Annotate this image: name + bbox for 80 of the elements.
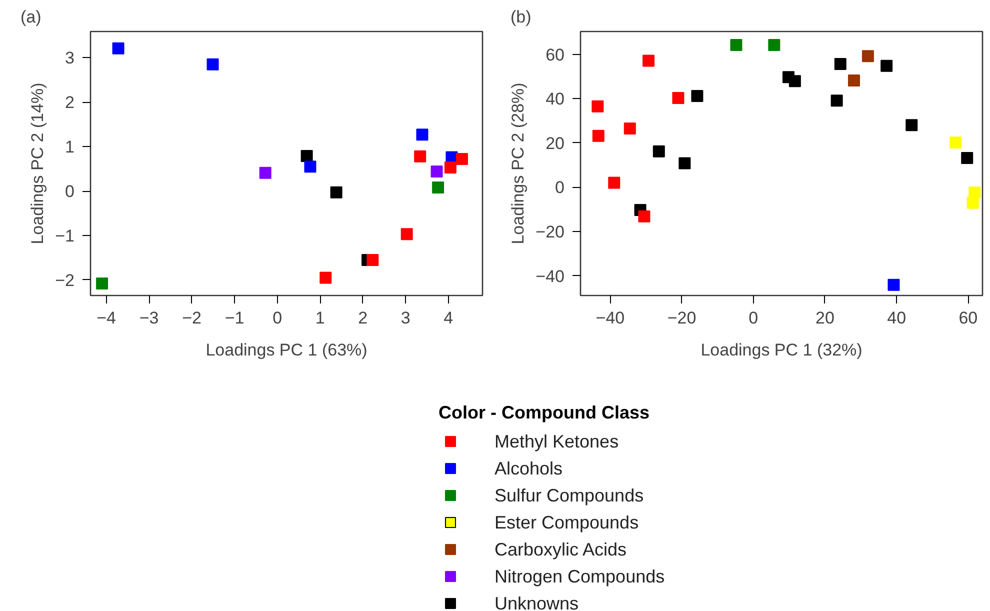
point: [848, 74, 860, 86]
point: [788, 75, 801, 88]
legend-label: Sulfur Compounds: [494, 486, 644, 506]
x-tick-label: −2: [182, 308, 202, 328]
point: [608, 176, 620, 189]
legend-title: Color - Compound Class: [438, 402, 650, 422]
x-tick-label: 3: [400, 308, 410, 328]
point: [834, 58, 846, 70]
y-tick-label: −1: [55, 226, 75, 246]
y-tick-label: 20: [546, 134, 565, 153]
x-tick-label: 0: [272, 308, 282, 328]
point: [320, 272, 332, 284]
point: [730, 39, 742, 52]
legend-label: Nitrogen Compounds: [494, 566, 665, 586]
point: [950, 136, 962, 148]
y-tick-label: 1: [65, 138, 75, 157]
legend-label: Unknowns: [494, 594, 579, 611]
point: [456, 153, 468, 166]
point: [96, 278, 108, 290]
x-tick-label: 1: [315, 308, 325, 328]
x-tick-label: 60: [958, 308, 978, 328]
point: [862, 50, 874, 62]
y-tick-label: 60: [546, 45, 565, 64]
x-tick-label: 40: [887, 308, 906, 328]
point: [652, 145, 665, 158]
point: [206, 58, 219, 70]
y-tick-label: 2: [65, 93, 75, 112]
point: [112, 42, 124, 54]
y-tick-label: 0: [555, 178, 565, 198]
point: [592, 130, 604, 142]
point: [414, 150, 426, 162]
point: [691, 90, 704, 102]
y-tick-label: −20: [536, 222, 565, 242]
point: [330, 186, 342, 198]
point: [444, 162, 456, 174]
point: [430, 166, 443, 178]
point: [300, 150, 313, 162]
point: [642, 54, 655, 67]
y-axis-title: Loadings PC 2 (28%): [508, 82, 528, 244]
x-tick-label: −1: [224, 308, 244, 328]
point: [961, 152, 974, 164]
legend-label: Methyl Ketones: [494, 432, 619, 452]
point: [906, 119, 918, 132]
y-tick-label: 0: [65, 182, 75, 202]
point: [592, 100, 604, 112]
legend-label: Ester Compounds: [494, 512, 639, 532]
point: [400, 228, 413, 240]
y-tick-label: −2: [55, 270, 75, 290]
chart-title: (a): [20, 8, 42, 26]
point: [432, 182, 444, 194]
legend-label: Alcohols: [494, 458, 563, 478]
point: [768, 39, 780, 52]
x-tick-label: 0: [748, 308, 758, 328]
legend-label: Carboxylic Acids: [494, 540, 627, 560]
x-axis-title: Loadings PC 1 (63%): [206, 340, 368, 360]
point: [366, 254, 379, 266]
x-tick-label: 20: [816, 308, 834, 328]
chart-title: (b): [510, 8, 532, 26]
point: [259, 166, 272, 179]
point: [888, 278, 900, 291]
point: [624, 122, 636, 135]
x-tick-label: −40: [596, 308, 625, 328]
y-axis-title: Loadings PC 2 (14%): [28, 82, 48, 244]
x-tick-label: −20: [667, 308, 696, 328]
point: [678, 157, 691, 170]
y-tick-label: −40: [536, 266, 565, 286]
y-tick-label: 40: [546, 90, 565, 109]
point: [416, 128, 428, 141]
y-tick-label: 3: [65, 48, 75, 68]
x-axis-title: Loadings PC 1 (32%): [700, 340, 862, 360]
x-tick-label: 2: [358, 308, 368, 328]
point: [880, 60, 893, 72]
point: [966, 196, 979, 209]
point: [638, 210, 650, 222]
point: [672, 92, 684, 104]
x-tick-label: −3: [139, 308, 159, 328]
x-tick-label: −4: [96, 308, 116, 328]
point: [830, 94, 843, 107]
point: [304, 160, 316, 173]
x-tick-label: 4: [444, 308, 454, 328]
